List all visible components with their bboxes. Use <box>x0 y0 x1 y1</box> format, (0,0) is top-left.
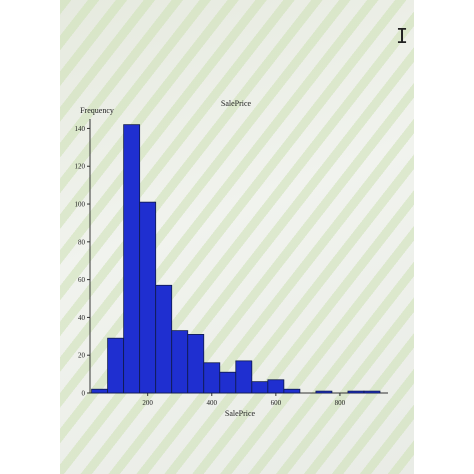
histogram-bar <box>347 390 365 394</box>
histogram-bar <box>187 334 205 394</box>
y-tick-label: 60 <box>78 276 86 284</box>
histogram-bar <box>267 379 285 394</box>
histogram-bar <box>91 388 109 394</box>
text-cursor-icon: I <box>396 24 409 48</box>
histogram-bar <box>235 360 253 394</box>
histogram-bar <box>171 330 189 394</box>
histogram-bar <box>107 337 125 394</box>
y-tick-label: 120 <box>75 163 86 171</box>
x-axis-label: SalePrice <box>225 409 256 418</box>
histogram-bar <box>155 284 173 394</box>
histogram-bar <box>283 388 301 394</box>
right-margin <box>414 0 474 474</box>
chart-title: SalePrice <box>221 99 252 108</box>
histogram-bar <box>219 371 237 394</box>
y-tick-label: 140 <box>75 125 86 133</box>
x-tick-label: 400 <box>207 399 218 407</box>
y-tick-label: 40 <box>78 314 86 322</box>
histogram-bar <box>251 381 269 394</box>
x-tick-label: 200 <box>142 399 153 407</box>
x-tick-label: 800 <box>335 399 346 407</box>
histogram-bar <box>363 390 381 394</box>
histogram-bar <box>139 201 157 394</box>
left-margin <box>0 0 60 474</box>
histogram-bar <box>123 124 141 394</box>
histogram-bar <box>203 362 221 394</box>
y-axis-label: Frequency <box>80 106 114 115</box>
y-tick-label: 0 <box>82 390 86 398</box>
histogram-bar <box>315 390 333 394</box>
y-tick-label: 20 <box>78 352 86 360</box>
x-tick-label: 600 <box>271 399 282 407</box>
y-tick-label: 80 <box>78 238 86 246</box>
y-tick-label: 100 <box>75 201 86 209</box>
plot-area: 0 20 40 60 80 100 120 140 200 400 600 800 <box>75 119 388 407</box>
monitor-screen <box>60 0 414 474</box>
